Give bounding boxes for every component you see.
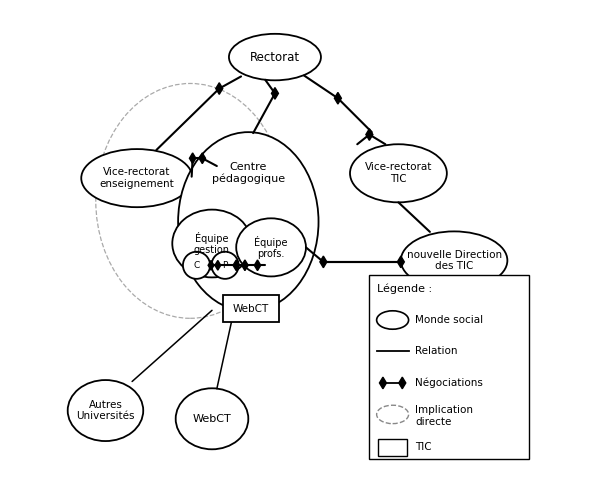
Text: Vice-rectorat
TIC: Vice-rectorat TIC — [365, 163, 432, 184]
Polygon shape — [366, 129, 373, 140]
Text: Légende :: Légende : — [376, 283, 432, 294]
Ellipse shape — [212, 252, 238, 279]
Polygon shape — [208, 261, 214, 270]
Text: Négociations: Négociations — [415, 378, 483, 388]
Polygon shape — [215, 261, 221, 270]
Ellipse shape — [376, 311, 409, 329]
Text: Rectorat: Rectorat — [250, 51, 300, 64]
Polygon shape — [199, 153, 206, 164]
Bar — [370, 275, 529, 459]
Text: Centre
pédagogique: Centre pédagogique — [212, 162, 285, 185]
Text: Implication: Implication — [415, 405, 474, 414]
Ellipse shape — [183, 252, 210, 279]
Text: WebCT: WebCT — [193, 414, 232, 424]
Text: Monde social: Monde social — [415, 315, 483, 325]
Polygon shape — [190, 153, 196, 164]
Polygon shape — [334, 93, 341, 104]
Text: directe: directe — [415, 417, 452, 427]
Text: Vice-rectorat
enseignement: Vice-rectorat enseignement — [100, 168, 174, 189]
Text: TIC: TIC — [415, 443, 432, 452]
Polygon shape — [233, 260, 240, 271]
Ellipse shape — [81, 149, 193, 207]
Ellipse shape — [176, 388, 248, 450]
Polygon shape — [398, 256, 404, 268]
Ellipse shape — [172, 209, 252, 278]
Ellipse shape — [376, 405, 409, 424]
Ellipse shape — [229, 34, 321, 80]
Text: Autres
Universités: Autres Universités — [76, 400, 135, 421]
Ellipse shape — [237, 218, 306, 277]
Text: nouvelle Direction
des TIC: nouvelle Direction des TIC — [407, 250, 502, 271]
Ellipse shape — [401, 231, 507, 289]
Text: C: C — [193, 261, 199, 270]
Polygon shape — [254, 260, 261, 271]
Text: Équipe
profs.: Équipe profs. — [254, 236, 288, 259]
Ellipse shape — [96, 83, 285, 318]
Polygon shape — [216, 83, 223, 94]
Polygon shape — [320, 256, 327, 268]
Polygon shape — [271, 88, 278, 99]
Ellipse shape — [350, 144, 447, 202]
Text: WebCT: WebCT — [233, 304, 269, 314]
Text: P: P — [223, 261, 228, 270]
Polygon shape — [242, 260, 248, 271]
Polygon shape — [379, 377, 387, 389]
Text: Équipe
gestion: Équipe gestion — [194, 232, 230, 255]
Bar — [378, 439, 407, 456]
Text: Relation: Relation — [415, 346, 458, 356]
Ellipse shape — [67, 380, 143, 441]
Polygon shape — [399, 377, 406, 389]
Bar — [223, 295, 279, 322]
Ellipse shape — [178, 132, 319, 311]
